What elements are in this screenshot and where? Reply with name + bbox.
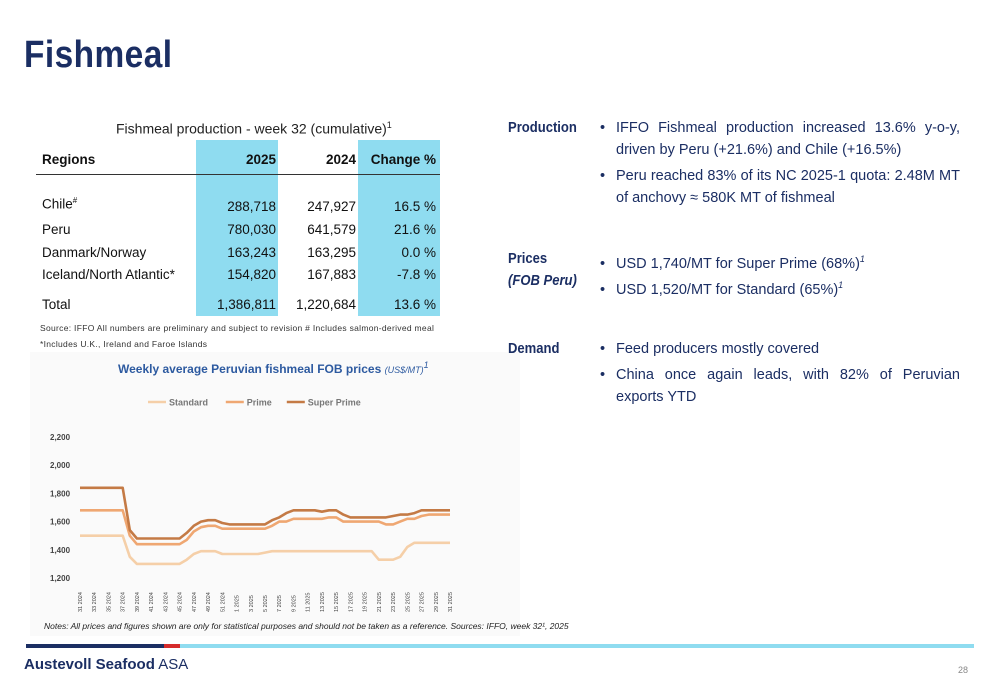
x-tick-label: 17 2025: [348, 592, 354, 612]
table-cell-change: 16.5 %: [393, 199, 436, 214]
series-line-super-prime: [80, 486, 450, 540]
x-tick-label: 31 2024: [78, 592, 84, 612]
table-cell-change: 21.6 %: [393, 222, 436, 237]
y-tick-label: 1,800: [50, 489, 71, 498]
x-tick-label: 45 2024: [178, 592, 184, 612]
x-tick-label: 25 2025: [405, 592, 411, 612]
x-tick-label: 43 2024: [163, 592, 169, 612]
table-cell-2024: 163,295: [307, 245, 356, 260]
table-title: Fishmeal production - week 32 (cumulativ…: [116, 120, 392, 137]
table-row-region: Peru: [42, 222, 71, 237]
x-tick-label: 15 2025: [334, 592, 340, 612]
x-tick-label: 3 2025: [249, 595, 255, 612]
y-tick-label: 1,400: [50, 546, 71, 555]
y-tick-label: 2,200: [50, 433, 71, 442]
price-line-chart: 1,200 1,400 1,600 1,800 2,000 2,200 31 2024 33 …: [50, 398, 454, 613]
x-tick-label: 1 2025: [235, 595, 241, 612]
x-tick-label: 7 2025: [277, 595, 283, 612]
table-row-region: Danmark/Norway: [42, 245, 147, 260]
table-source-note: Source: IFFO All numbers are preliminary…: [40, 320, 434, 352]
section-label-prices: Prices (FOB Peru): [508, 251, 577, 289]
x-tick-label: 19 2025: [363, 592, 369, 612]
table-total-2024: 1,220,684: [295, 297, 356, 312]
table-cell-2024: 247,927: [307, 199, 356, 214]
bullet-item: • Feed producers mostly covered: [600, 341, 820, 357]
x-tick-label: 13 2025: [320, 592, 326, 612]
section-label-demand: Demand: [508, 341, 560, 357]
page-number: 28: [957, 665, 968, 675]
legend-label: Super Prime: [308, 398, 361, 408]
footer-bar-navy: [26, 644, 164, 648]
header-divider: [36, 174, 440, 175]
x-tick-label: 27 2025: [420, 592, 426, 612]
col-header-change: Change %: [370, 152, 436, 167]
price-chart-panel: [30, 352, 520, 636]
y-tick-label: 1,600: [50, 518, 71, 527]
bullet-item: • IFFO Fishmeal production increased 13.6…: [600, 120, 960, 158]
bullet-item: • USD 1,740/MT for Super Prime (68%)1: [600, 254, 865, 272]
x-tick-label: 33 2024: [92, 592, 98, 612]
col-header-2025: 2025: [245, 152, 276, 167]
series-line-prime: [80, 509, 450, 546]
x-tick-label: 31 2025: [448, 592, 454, 612]
table-row-region: Iceland/North Atlantic*: [42, 267, 175, 282]
x-tick-label: 47 2024: [192, 592, 198, 612]
table-total-2025: 1,386,811: [216, 297, 276, 312]
x-tick-label: 35 2024: [106, 592, 112, 612]
x-tick-label: 41 2024: [149, 592, 155, 612]
shade-change-column: [358, 140, 440, 316]
x-tick-label: 21 2025: [377, 592, 383, 612]
section-label-production: Production: [508, 120, 577, 136]
legend-label: Standard: [169, 398, 208, 408]
footer-brand: Austevoll Seafood ASA: [24, 656, 189, 673]
table-cell-2025: 288,718: [227, 199, 276, 214]
table-cell-change: -7.8 %: [396, 267, 436, 282]
shade-2025-column: [196, 140, 278, 316]
table-cell-2025: 780,030: [227, 222, 276, 237]
source-line-1: Source: IFFO All numbers are preliminary…: [40, 323, 435, 333]
x-tick-label: 5 2025: [263, 595, 269, 612]
y-tick-label: 2,000: [50, 461, 71, 470]
chart-title: Weekly average Peruvian fishmeal FOB pri…: [118, 360, 429, 376]
x-tick-label: 51 2024: [220, 592, 226, 612]
col-header-regions: Regions: [42, 152, 96, 167]
bullet-item: • China once again leads, with 82% of Per…: [600, 367, 960, 405]
x-tick-label: 23 2025: [391, 592, 397, 612]
series-line-standard: [80, 534, 450, 566]
x-tick-label: 37 2024: [121, 592, 127, 612]
legend-label: Prime: [247, 398, 272, 408]
footer-bar-cyan: [180, 644, 974, 648]
y-tick-label: 1,200: [50, 574, 71, 583]
production-table: Regions 2025 2024 Change % Chile# 288,71…: [36, 140, 440, 316]
bullet-item: • USD 1,520/MT for Standard (65%)1: [600, 280, 844, 298]
footer-bar-red: [164, 644, 180, 648]
x-tick-label: 9 2025: [291, 595, 297, 612]
table-cell-2024: 641,579: [307, 222, 356, 237]
x-tick-label: 29 2025: [434, 592, 440, 612]
col-header-2024: 2024: [325, 152, 356, 167]
page-title: Fishmeal: [24, 34, 173, 76]
chart-notes: Notes: All prices and figures shown are …: [44, 621, 569, 631]
source-line-2: *Includes U.K., Ireland and Faroe Island…: [40, 339, 208, 349]
x-tick-label: 11 2025: [306, 593, 312, 612]
table-row-region: Chile#: [42, 196, 78, 212]
table-cell-2025: 154,820: [227, 267, 276, 282]
table-total-change: 13.6 %: [393, 297, 436, 312]
x-tick-label: 49 2024: [206, 592, 212, 612]
table-total-label: Total: [42, 297, 71, 312]
table-cell-2024: 167,883: [307, 267, 356, 282]
bullet-item: • Peru reached 83% of its NC 2025-1 quota…: [600, 168, 960, 206]
table-cell-2025: 163,243: [227, 245, 276, 260]
table-cell-change: 0.0 %: [401, 245, 436, 260]
x-tick-label: 39 2024: [135, 592, 141, 612]
